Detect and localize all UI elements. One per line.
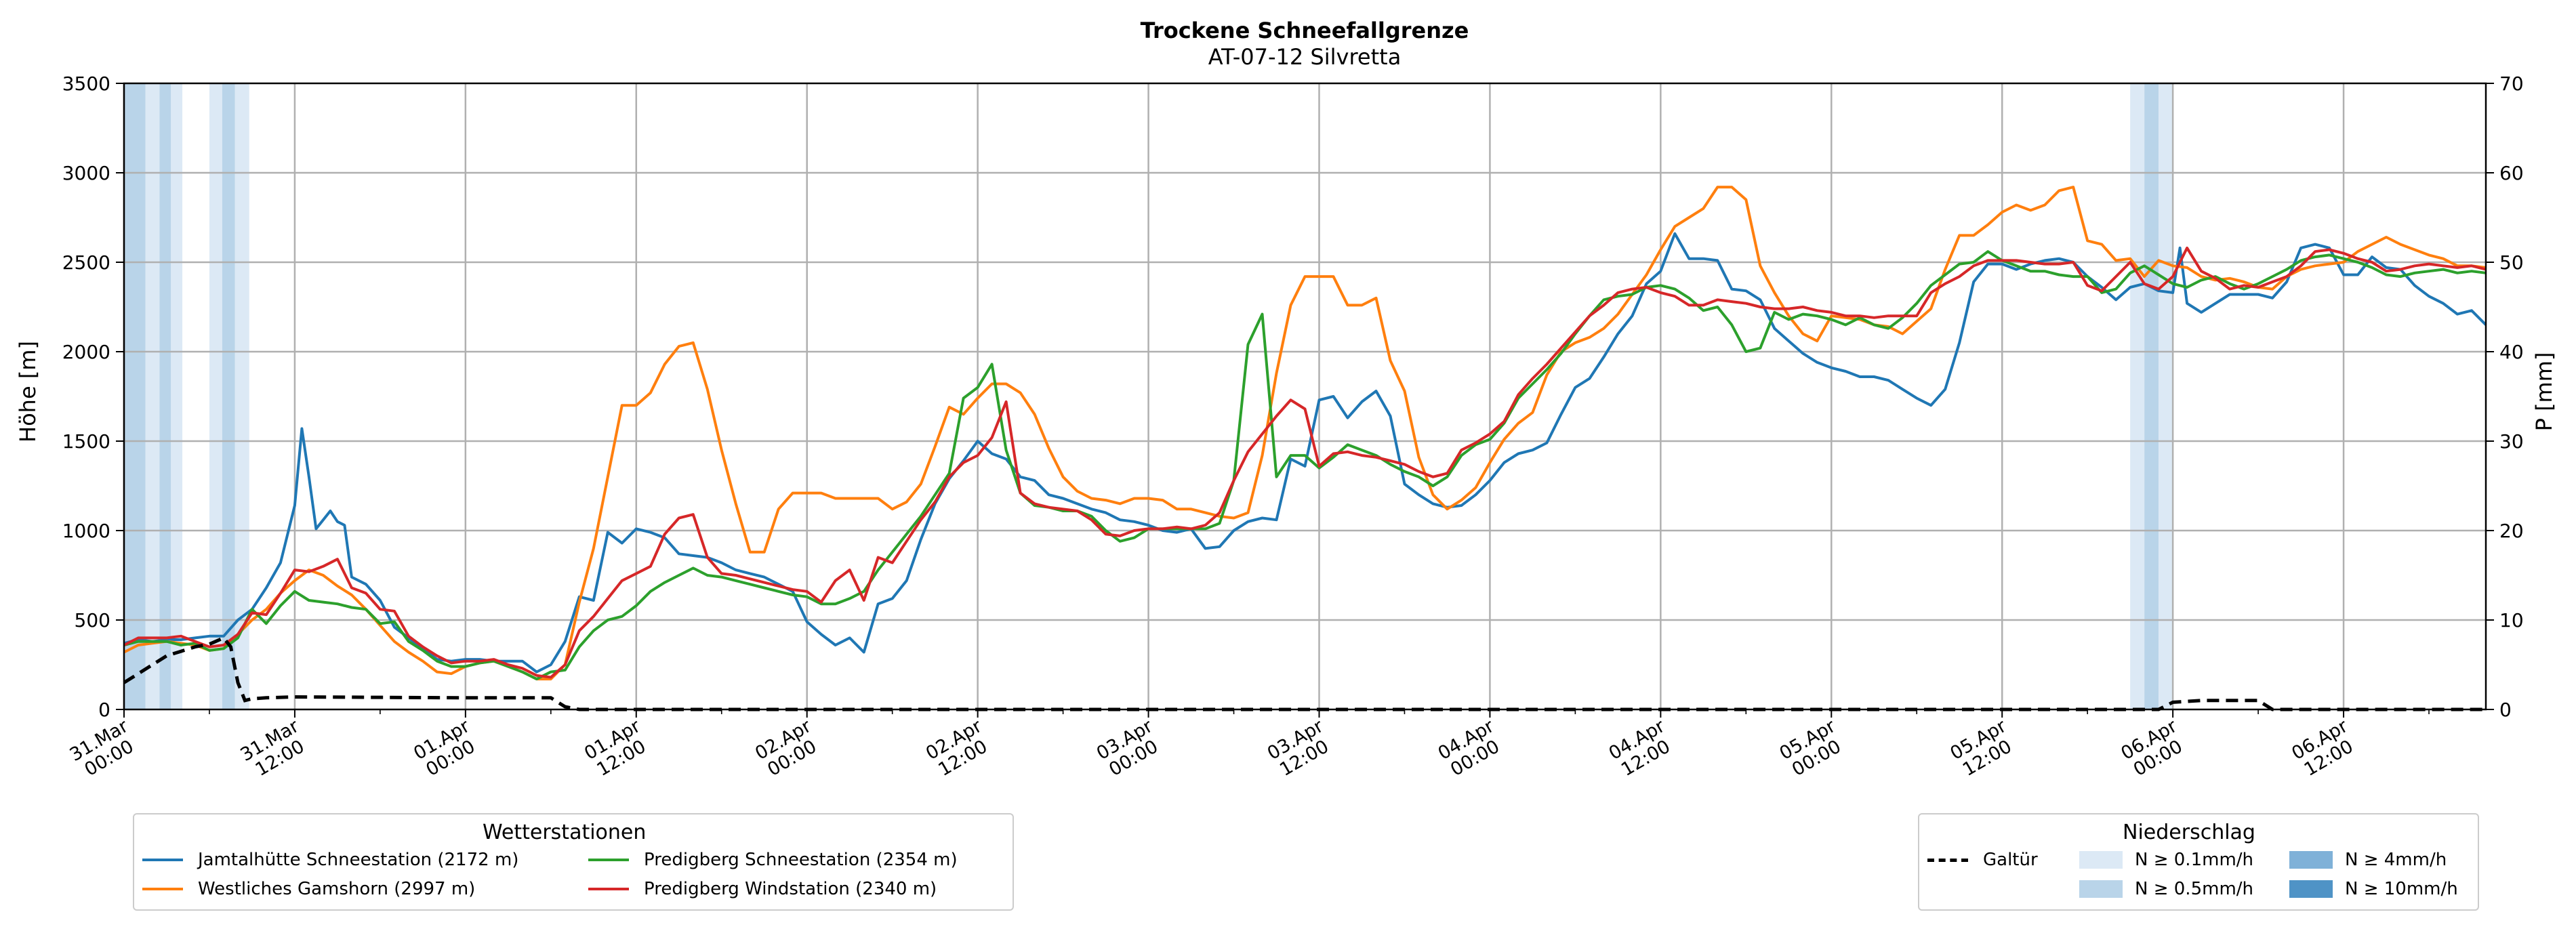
legend-patch-precip-10 xyxy=(2289,880,2333,898)
legend-label-galtuer: Galtür xyxy=(1983,850,2038,870)
y2-tick-label: 30 xyxy=(2499,430,2524,453)
precip-band-6 xyxy=(234,83,249,709)
x-tick-label: 01.Apr00:00 xyxy=(410,716,484,782)
series-line-0 xyxy=(123,232,2487,674)
y2-tick-label: 70 xyxy=(2499,73,2524,95)
y2-axis-label: P [mm] xyxy=(2531,352,2557,432)
precip-band-0 xyxy=(124,83,146,709)
x-tick-label: 01.Apr12:00 xyxy=(581,716,655,782)
x-tick-label: 04.Apr00:00 xyxy=(1435,716,1509,782)
legend-patch-precip-4 xyxy=(2289,851,2333,869)
legend-label-precip-4: N ≥ 4mm/h xyxy=(2345,850,2447,870)
chart-title: Trockene Schneefallgrenze xyxy=(1141,18,1469,43)
y2-tick-label: 10 xyxy=(2499,609,2524,632)
x-tick-label: 06.Apr12:00 xyxy=(2288,716,2362,782)
legend-label-predigberg-schnee: Predigberg Schneestation (2354 m) xyxy=(644,850,958,870)
x-tick-label: 31.Mar00:00 xyxy=(66,716,143,783)
y2-tick-label: 40 xyxy=(2499,341,2524,363)
y2-tick-label: 0 xyxy=(2499,699,2512,721)
station-legend-title: Wetterstationen xyxy=(483,821,647,844)
legend-patch-precip-05 xyxy=(2079,880,2123,898)
station-legend: Wetterstationen Jamtalhütte Schneestatio… xyxy=(133,813,1014,911)
legend-label-precip-05: N ≥ 0.5mm/h xyxy=(2135,879,2254,899)
precip-band-8 xyxy=(2144,83,2159,709)
legend-label-predigberg-wind: Predigberg Windstation (2340 m) xyxy=(644,879,937,899)
precip-line-galtuer xyxy=(123,636,2486,711)
legend-item-predigberg-wind: Predigberg Windstation (2340 m) xyxy=(588,879,937,899)
legend-item-galtuer: Galtür xyxy=(1927,850,2038,870)
x-tick-label: 02.Apr00:00 xyxy=(752,716,825,782)
legend-item-precip-05: N ≥ 0.5mm/h xyxy=(2079,879,2253,899)
series-line-2 xyxy=(123,250,2487,681)
y-tick-label: 2000 xyxy=(62,341,110,363)
precip-band-7 xyxy=(2130,83,2145,709)
legend-label-jamtal: Jamtalhütte Schneestation (2172 m) xyxy=(198,850,519,870)
y-tick-label: 3500 xyxy=(62,73,110,95)
precip-band-9 xyxy=(2159,83,2173,709)
y-tick-label: 1000 xyxy=(62,520,110,542)
precip-band-5 xyxy=(222,83,235,709)
precip-band-4 xyxy=(209,83,222,709)
legend-line-predigberg-wind xyxy=(588,888,629,890)
x-tick-label: 03.Apr00:00 xyxy=(1093,716,1167,782)
y2-tick-label: 60 xyxy=(2499,162,2524,184)
legend-line-jamtal xyxy=(142,859,183,861)
y2-tick-label: 50 xyxy=(2499,251,2524,274)
plot-frame xyxy=(123,82,2487,711)
legend-item-precip-01: N ≥ 0.1mm/h xyxy=(2079,850,2253,870)
y-tick-label: 3000 xyxy=(62,162,110,184)
x-tick-label: 06.Apr00:00 xyxy=(2117,716,2191,782)
y-tick-label: 1500 xyxy=(62,430,110,453)
legend-patch-precip-01 xyxy=(2079,851,2123,869)
precip-legend-title: Niederschlag xyxy=(2123,821,2255,844)
legend-item-precip-10: N ≥ 10mm/h xyxy=(2289,879,2458,899)
legend-label-precip-01: N ≥ 0.1mm/h xyxy=(2135,850,2254,870)
legend-item-jamtal: Jamtalhütte Schneestation (2172 m) xyxy=(142,850,518,870)
legend-line-gamshorn xyxy=(142,888,183,890)
legend-item-gamshorn: Westliches Gamshorn (2997 m) xyxy=(142,879,475,899)
x-tick-label: 05.Apr12:00 xyxy=(1947,716,2021,782)
precip-band-3 xyxy=(171,83,183,709)
chart-subtitle: AT-07-12 Silvretta xyxy=(1208,44,1402,70)
legend-line-galtuer xyxy=(1927,858,1968,862)
precip-band-2 xyxy=(159,83,171,709)
legend-item-precip-4: N ≥ 4mm/h xyxy=(2289,850,2447,870)
series-line-3 xyxy=(123,246,2487,679)
x-tick-label: 02.Apr12:00 xyxy=(922,716,996,782)
precip-legend: Niederschlag Galtür N ≥ 0.1mm/h N ≥ 0.5m… xyxy=(1918,813,2479,911)
y-axis-label: Höhe [m] xyxy=(15,341,41,442)
x-tick-label: 05.Apr00:00 xyxy=(1776,716,1850,782)
y-tick-label: 500 xyxy=(75,609,110,632)
y-tick-label: 0 xyxy=(98,699,110,721)
y2-tick-label: 20 xyxy=(2499,520,2524,542)
x-tick-label: 31.Mar12:00 xyxy=(237,716,314,783)
legend-label-gamshorn: Westliches Gamshorn (2997 m) xyxy=(198,879,476,899)
legend-line-predigberg-schnee xyxy=(588,859,629,861)
precip-band-1 xyxy=(145,83,160,709)
legend-label-precip-10: N ≥ 10mm/h xyxy=(2345,879,2458,899)
y-tick-label: 2500 xyxy=(62,251,110,274)
x-tick-label: 04.Apr12:00 xyxy=(1606,716,1679,782)
legend-item-predigberg-schnee: Predigberg Schneestation (2354 m) xyxy=(588,850,958,870)
x-tick-label: 03.Apr12:00 xyxy=(1264,716,1338,782)
